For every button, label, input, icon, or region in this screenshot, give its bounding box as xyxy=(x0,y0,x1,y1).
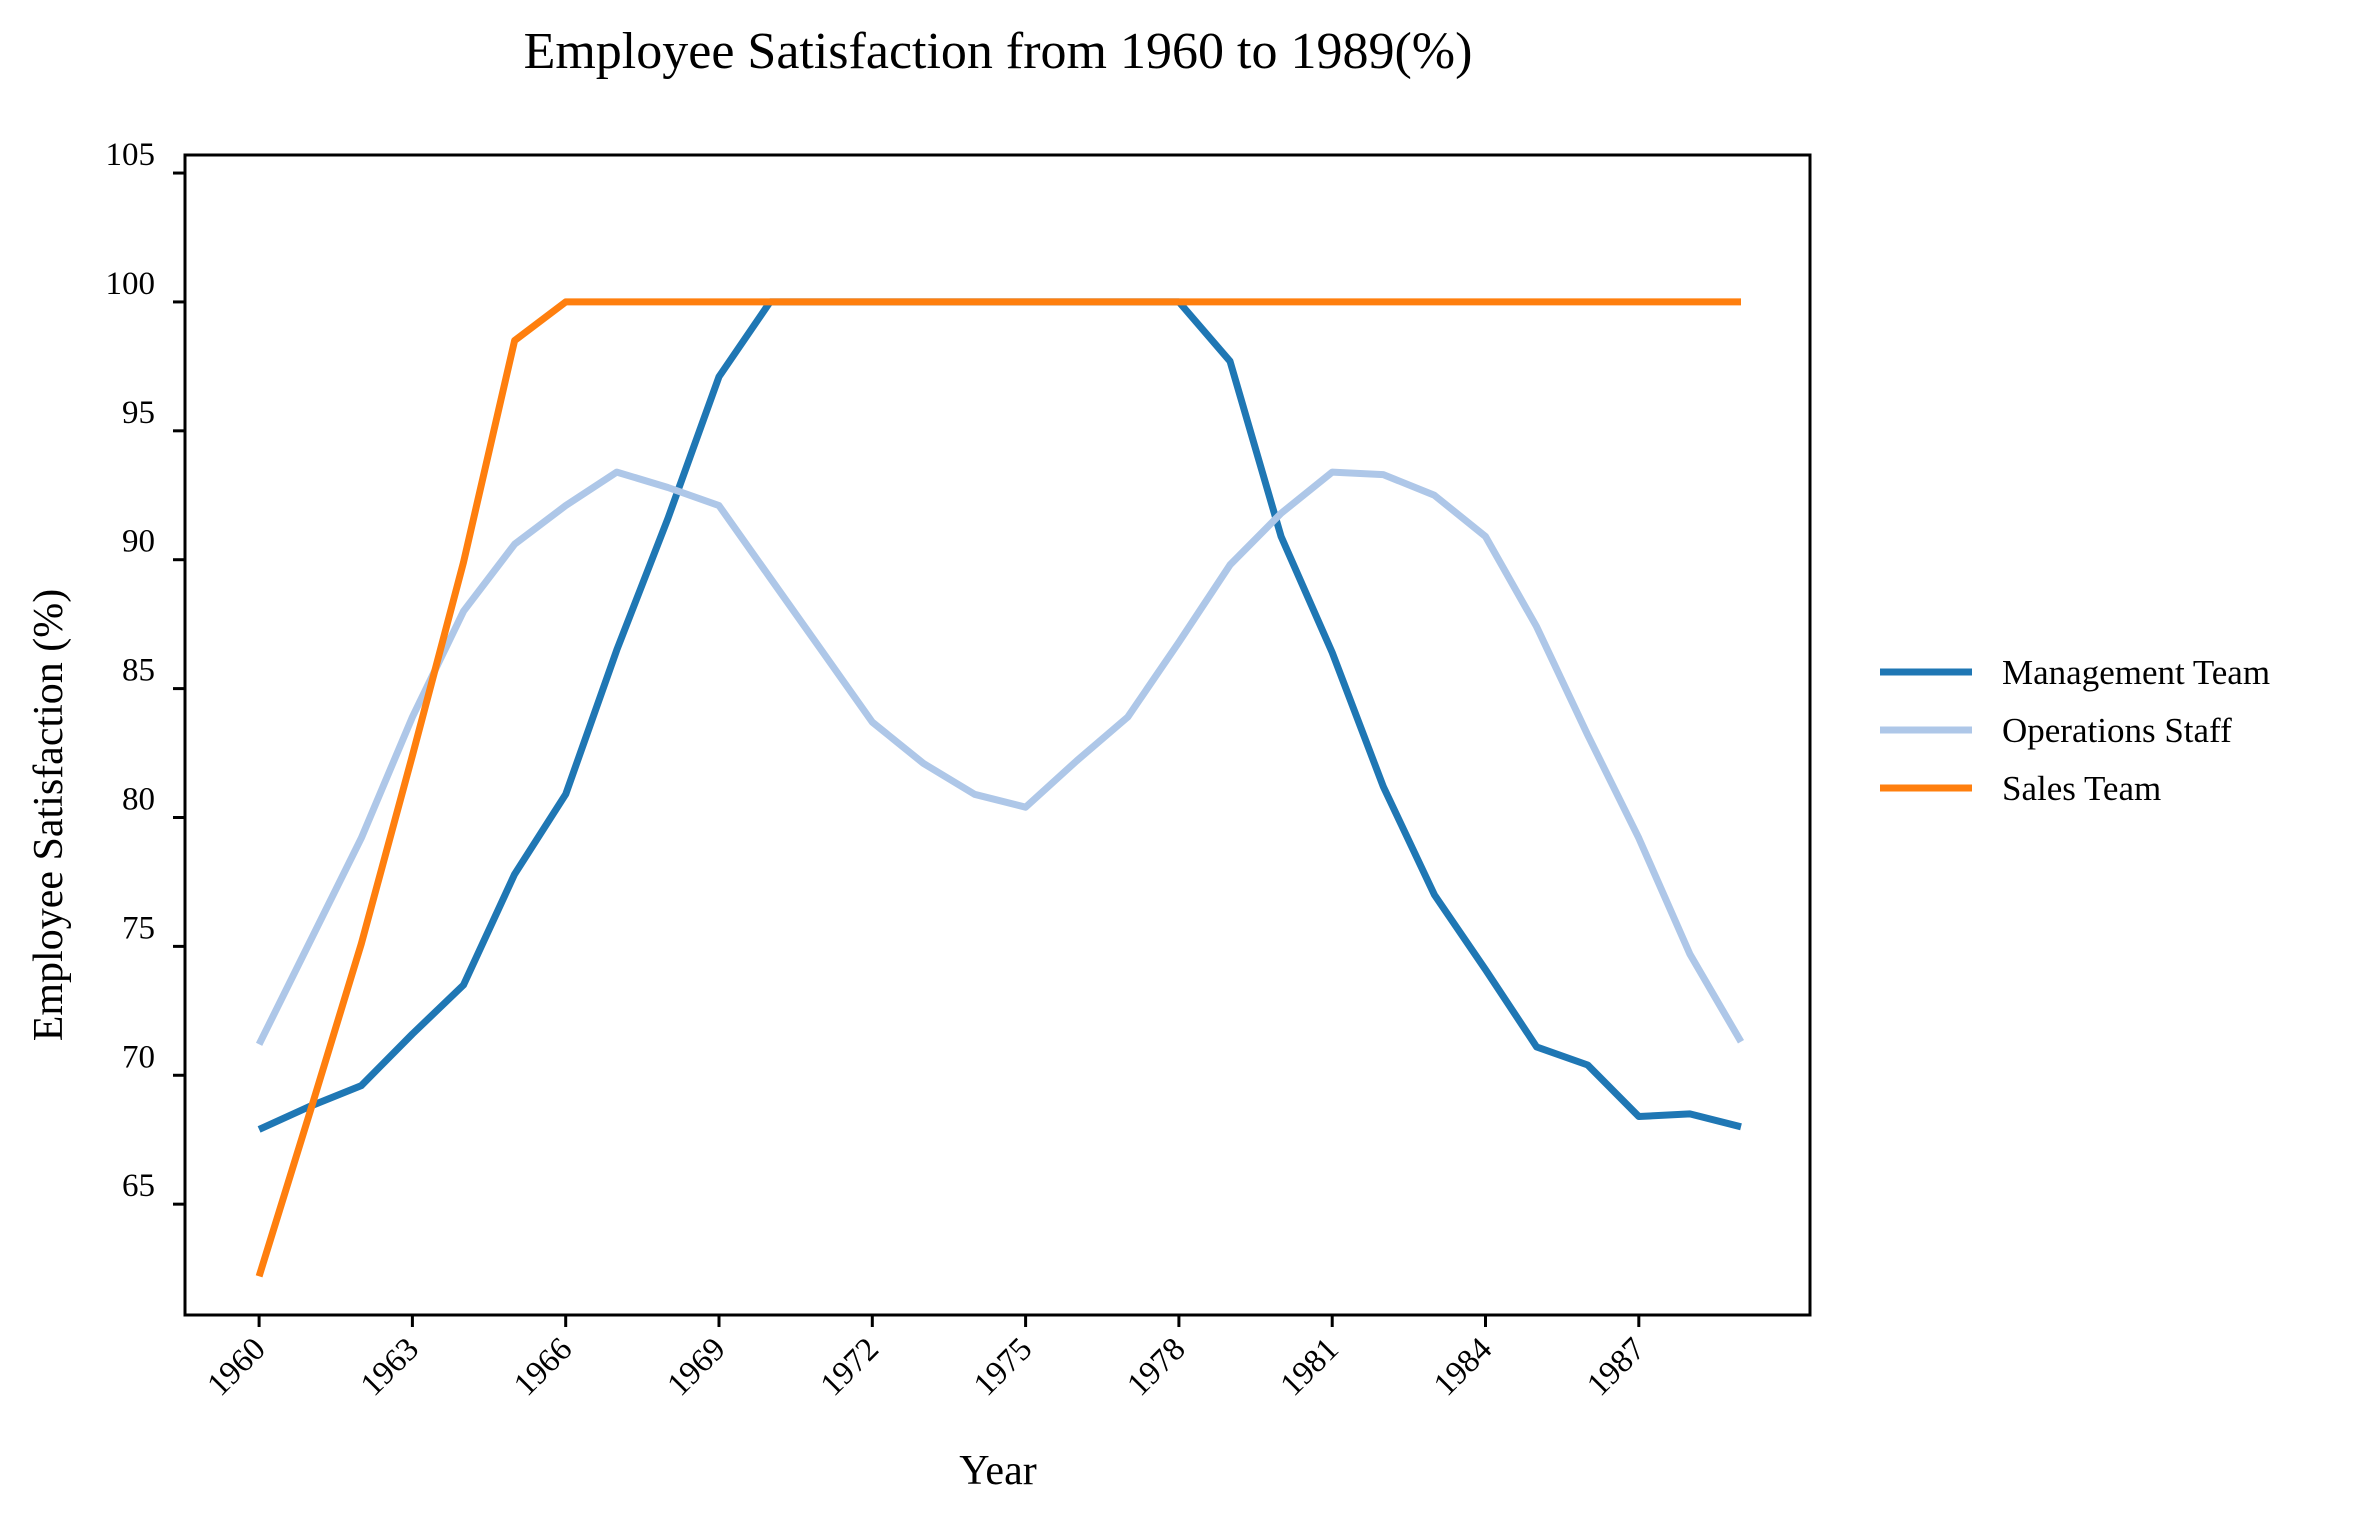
x-axis: 1960 1963 1966 1969 1972 1975 1978 1981 1984 1987 xyxy=(201,1315,1652,1403)
series-line-0 xyxy=(257,298,1742,1133)
legend: Management Team Operations Staff Sales Tea… xyxy=(1880,653,2270,808)
y-axis: 65 70 75 80 85 90 95 100 105 xyxy=(106,137,185,1206)
x-tick-label: 1969 xyxy=(661,1331,733,1403)
y-tick-label: 80 xyxy=(122,781,155,817)
y-tick-label: 100 xyxy=(106,266,156,302)
x-axis-label: Year xyxy=(959,1448,1036,1494)
x-tick-label: 1960 xyxy=(201,1331,273,1403)
y-tick-label: 105 xyxy=(106,137,156,173)
y-axis-label: Employee Satisfaction (%) xyxy=(26,589,72,1042)
x-tick-label: 1984 xyxy=(1427,1331,1499,1403)
series-line-1 xyxy=(255,468,1745,1046)
plot-area-frame xyxy=(183,153,1812,1317)
series-layer xyxy=(255,298,1745,1278)
y-tick-label: 85 xyxy=(122,653,155,689)
y-tick-label: 70 xyxy=(122,1039,155,1075)
x-tick-label: 1972 xyxy=(814,1331,886,1403)
y-tick-label: 65 xyxy=(122,1168,155,1204)
series-line-2 xyxy=(255,298,1741,1278)
x-tick-label: 1981 xyxy=(1274,1331,1346,1403)
x-tick-label: 1963 xyxy=(354,1331,426,1403)
x-tick-label: 1987 xyxy=(1580,1331,1652,1403)
y-tick-label: 90 xyxy=(122,524,155,560)
chart-title: Employee Satisfaction from 1960 to 1989(… xyxy=(524,23,1473,80)
legend-label-0: Management Team xyxy=(2002,653,2270,692)
y-tick-label: 95 xyxy=(122,395,155,431)
legend-label-1: Operations Staff xyxy=(2002,711,2232,750)
x-tick-label: 1978 xyxy=(1120,1331,1192,1403)
y-tick-label: 75 xyxy=(122,910,155,946)
x-tick-label: 1966 xyxy=(507,1331,579,1403)
x-tick-label: 1975 xyxy=(967,1331,1039,1403)
legend-label-2: Sales Team xyxy=(2002,769,2161,808)
